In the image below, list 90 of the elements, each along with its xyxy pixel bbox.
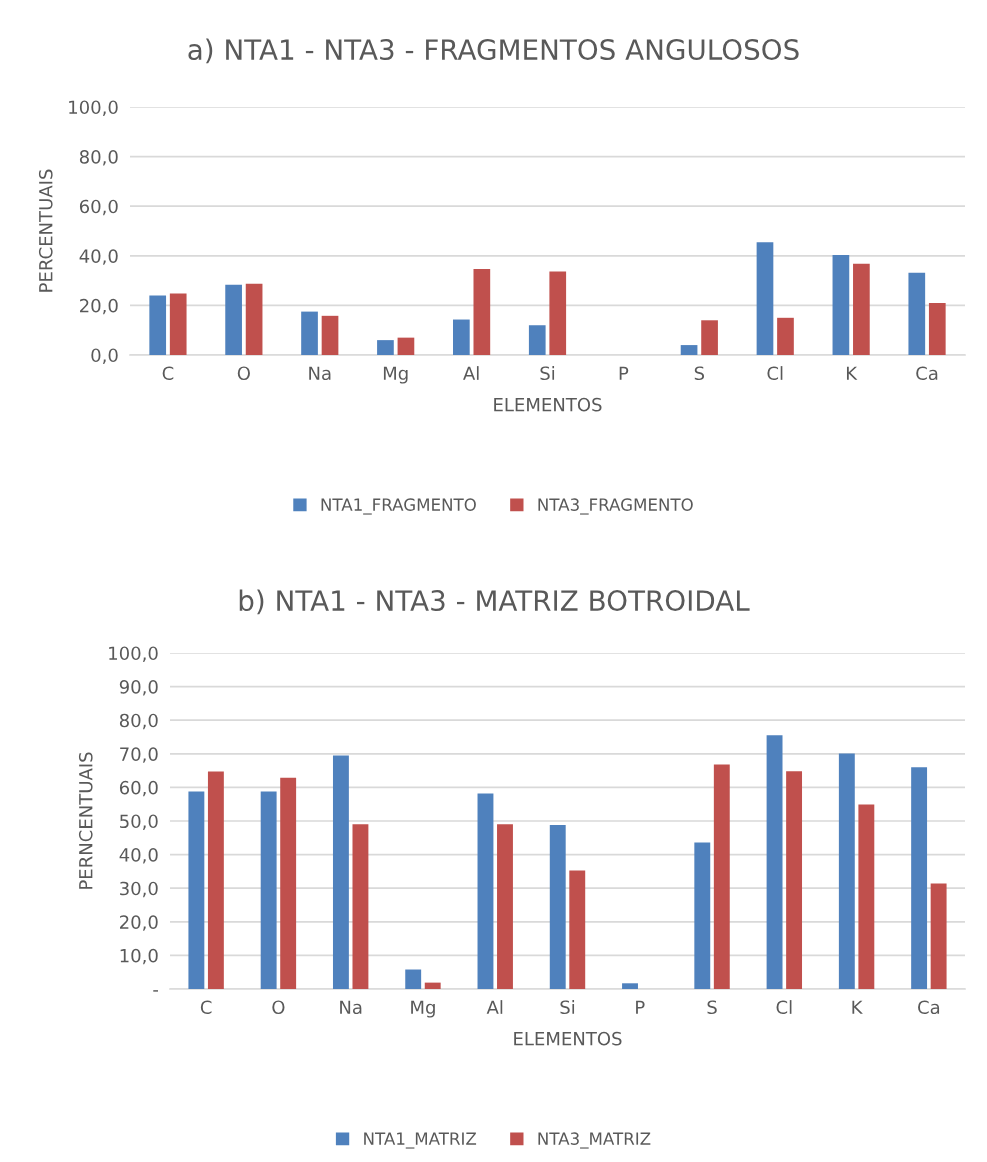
legend-label: NTA1_FRAGMENTO (321, 498, 476, 515)
x-tick-label: Na (309, 366, 331, 381)
bar (777, 317, 794, 355)
bar (497, 824, 513, 989)
bar (528, 325, 546, 355)
y-tick-label: 0,0 (91, 348, 118, 364)
legend-label: NTA3_FRAGMENTO (538, 498, 693, 515)
y-tick-label: 20,0 (120, 915, 158, 931)
y-tick-label: - (153, 990, 159, 992)
x-tick-label: Ca (918, 1000, 940, 1015)
x-tick-label: S (694, 366, 705, 381)
bar (301, 311, 318, 355)
bar (169, 293, 187, 355)
bar (549, 825, 566, 989)
bar (694, 842, 711, 989)
bar (680, 345, 698, 355)
bar (473, 268, 491, 355)
bar (424, 982, 441, 989)
bar (452, 319, 470, 355)
x-tick-label: Mg (411, 1000, 435, 1018)
bar (786, 771, 803, 989)
y-tick-label: 80,0 (119, 713, 158, 730)
legend-label: NTA3_MATRIZ (538, 1132, 651, 1149)
bar (701, 320, 718, 355)
bar (911, 767, 928, 989)
y-tick-label: 10,0 (120, 948, 158, 965)
y-tick-label: 100,0 (69, 100, 118, 116)
bar (245, 283, 263, 355)
y-tick-label: 20,0 (80, 298, 118, 315)
x-tick-label: S (707, 1000, 717, 1015)
legend-label: NTA1_MATRIZ (364, 1132, 477, 1149)
x-tick-label: P (619, 366, 629, 380)
bar (477, 793, 494, 989)
y-axis-title: PERNCENTUAIS (78, 752, 93, 889)
x-tick-label: Cl (767, 366, 783, 381)
bar (405, 969, 422, 989)
bar (332, 755, 349, 989)
bar (713, 764, 730, 989)
x-tick-label: Mg (383, 366, 408, 384)
x-tick-label: C (200, 1000, 212, 1015)
x-tick-label: P (636, 1000, 645, 1014)
x-tick-label: Si (560, 1000, 575, 1015)
bar (149, 295, 167, 355)
bar (397, 337, 415, 355)
x-tick-label: Cl (776, 1000, 792, 1015)
y-tick-label: 90,0 (119, 680, 158, 696)
bar (766, 735, 783, 989)
bar (260, 791, 277, 989)
bar (207, 771, 224, 989)
bar (930, 883, 947, 989)
x-tick-label: Al (486, 1000, 503, 1014)
bar (622, 983, 638, 989)
bar (569, 870, 586, 989)
bar (858, 804, 875, 989)
y-tick-label: 50,0 (120, 814, 158, 830)
bar (225, 284, 242, 355)
x-tick-label: K (846, 366, 858, 380)
bar (188, 791, 205, 989)
bar (321, 315, 339, 355)
bar (832, 255, 850, 355)
bar (756, 242, 774, 355)
bar (908, 272, 926, 355)
y-tick-label: 60,0 (79, 199, 118, 216)
y-tick-label: 60,0 (119, 780, 158, 797)
bar (352, 824, 369, 989)
bar (280, 777, 297, 989)
chart-title: a) NTA1 - NTA3 - FRAGMENTOS ANGULOSOS (188, 38, 799, 64)
y-tick-label: 30,0 (120, 881, 158, 898)
x-tick-label: C (162, 366, 174, 381)
y-tick-label: 40,0 (119, 848, 158, 864)
bar (838, 753, 855, 989)
y-tick-label: 70,0 (120, 747, 158, 763)
y-axis-title: PERCENTUAIS (38, 169, 53, 292)
x-tick-label: Si (540, 366, 555, 381)
x-tick-label: K (852, 1000, 863, 1014)
x-axis-title: ELEMENTOS (514, 1031, 622, 1046)
x-tick-label: Al (463, 366, 479, 380)
y-tick-label: 40,0 (79, 249, 118, 265)
x-tick-label: O (237, 366, 250, 381)
y-tick-label: 100,0 (109, 646, 158, 662)
bar (928, 302, 946, 355)
x-tick-label: Ca (916, 366, 938, 381)
bar (377, 340, 394, 355)
bar (549, 271, 567, 355)
chart-title: b) NTA1 - NTA3 - MATRIZ BOTROIDAL (239, 589, 750, 615)
x-axis-title: ELEMENTOS (494, 397, 602, 412)
bar (853, 263, 870, 355)
x-tick-label: Na (340, 1000, 362, 1015)
y-tick-label: 80,0 (79, 150, 118, 166)
x-tick-label: O (272, 1000, 285, 1015)
